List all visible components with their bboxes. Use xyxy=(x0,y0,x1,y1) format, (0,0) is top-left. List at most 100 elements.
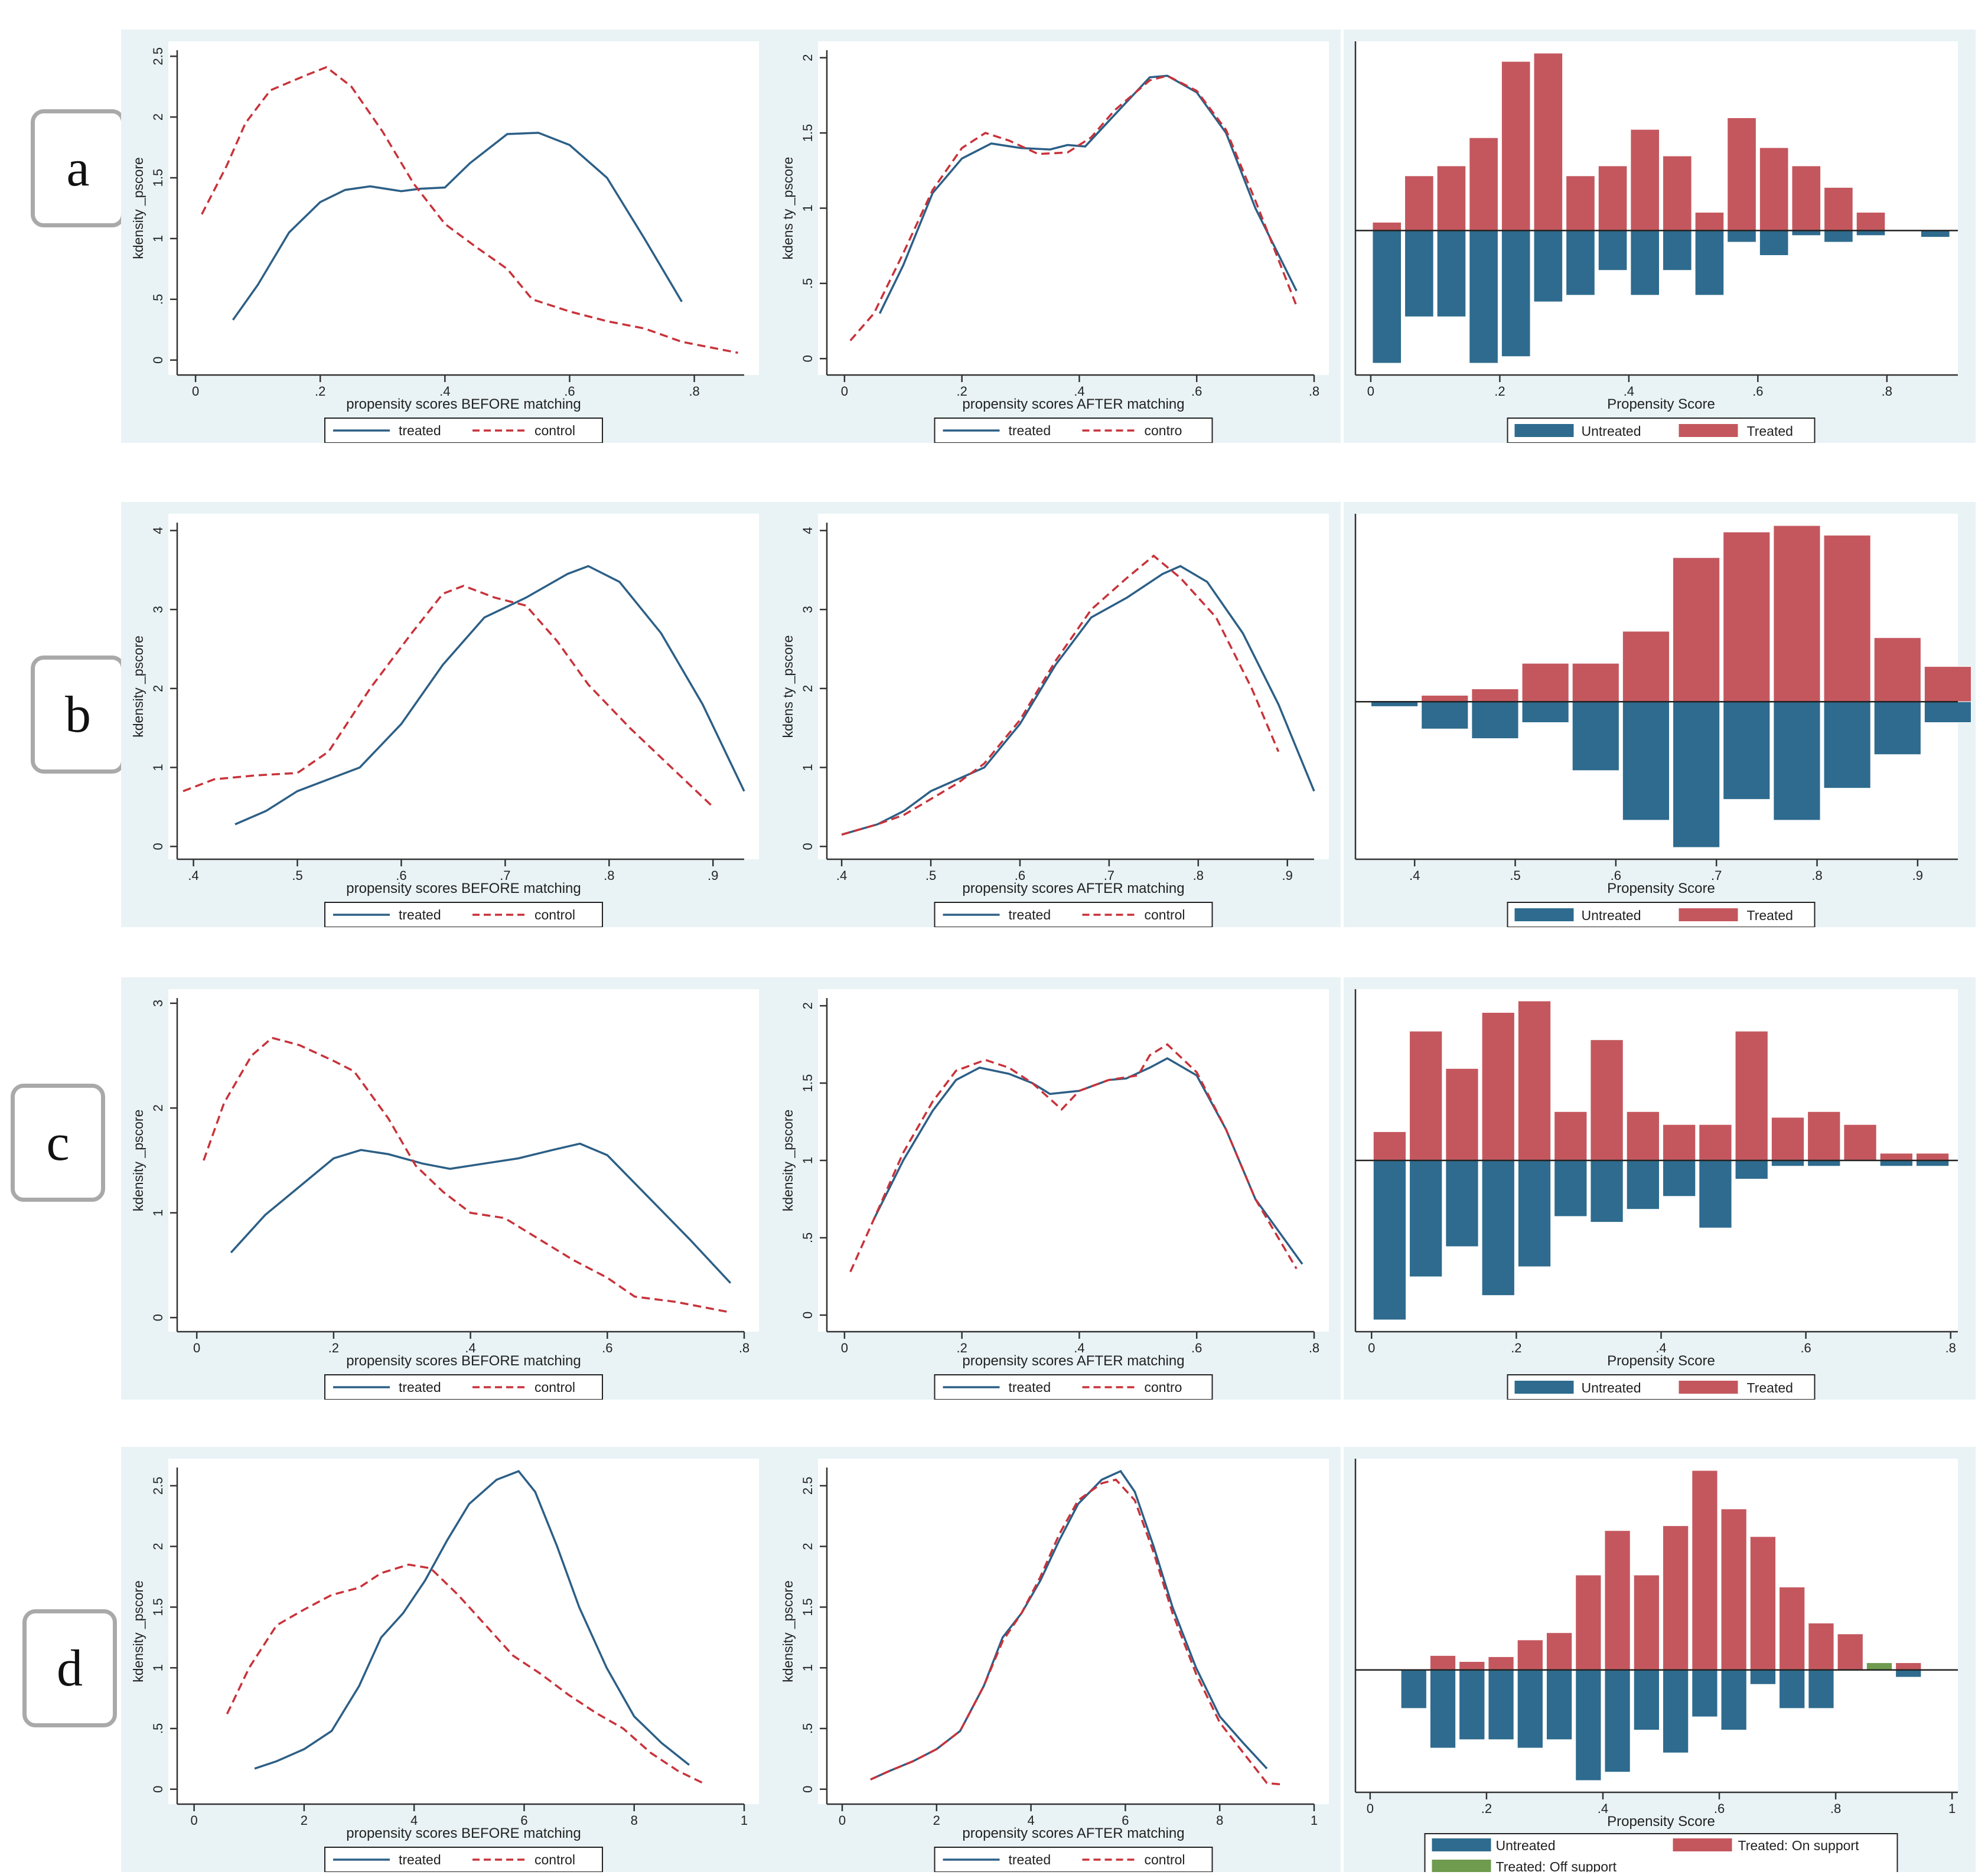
legend-treated-swatch xyxy=(1673,1838,1732,1851)
plot-area xyxy=(168,514,759,859)
x-tick-label: .8 xyxy=(1830,1801,1841,1816)
plot-area xyxy=(818,41,1329,375)
bar-treated xyxy=(1517,1639,1543,1671)
bar-untreated xyxy=(1808,1669,1834,1709)
bar-treated xyxy=(1791,165,1821,231)
legend-off-support-label: Treated: Off support xyxy=(1496,1859,1617,1872)
bar-treated xyxy=(1873,637,1921,702)
plot-area xyxy=(168,1459,759,1804)
bar-untreated xyxy=(1400,1669,1427,1709)
bar-treated xyxy=(1429,1655,1456,1671)
bar-untreated xyxy=(1404,230,1434,317)
bar-untreated xyxy=(1481,1160,1515,1296)
x-tick-label: .2 xyxy=(1511,1341,1521,1355)
panel-c-after: 0 .5 1 1.5 2 0 .2 .4 .6 .8 kdensity _pscore propens… xyxy=(771,977,1341,1400)
x-tick-label: .7 xyxy=(1711,868,1722,883)
x-tick-label: .6 xyxy=(564,384,575,399)
bar-treated xyxy=(1575,1574,1602,1671)
x-tick-label: 2 xyxy=(933,1813,940,1828)
y-tick-label: 2.5 xyxy=(800,1477,815,1495)
x-tick-label: .4 xyxy=(1409,868,1420,883)
series-control-line xyxy=(870,1478,1282,1786)
bar-untreated xyxy=(1924,701,1972,723)
x-tick-label: .4 xyxy=(1074,1341,1084,1355)
bar-treated xyxy=(1824,187,1853,231)
bar-untreated xyxy=(1791,230,1821,236)
bar-untreated xyxy=(1807,1160,1841,1167)
bar-treated xyxy=(1622,631,1670,702)
row-label-c: c xyxy=(11,1084,105,1202)
x-tick-label: 0 xyxy=(1367,384,1374,399)
bar-untreated xyxy=(1409,1160,1443,1277)
chart-a-hist: 0 .2 .4 .6 .8 Propensity Score Untreated Treate… xyxy=(1354,41,1958,444)
legend-untreated-label: Untreated xyxy=(1582,423,1641,439)
legend-box xyxy=(1424,1833,1898,1875)
y-tick-label: .5 xyxy=(151,1723,165,1734)
legend-control-label: control xyxy=(535,907,575,922)
legend-control-label: control xyxy=(535,1380,575,1395)
y-tick-label: 1.5 xyxy=(800,124,815,142)
panel-a-hist: 0 .2 .4 .6 .8 Propensity Score Untreated Treate… xyxy=(1344,30,1976,444)
bar-treated xyxy=(1501,61,1531,231)
x-tick-label: .7 xyxy=(500,868,510,883)
bar-untreated xyxy=(1604,1669,1631,1773)
bar-untreated xyxy=(1517,1669,1543,1749)
panel-a-before: 0 .5 1 1.5 2 2.5 0 .2 .4 .6 .8 kdensity _pscore prop… xyxy=(121,30,771,444)
x-tick-label: .6 xyxy=(1611,868,1621,883)
bar-untreated xyxy=(1915,1160,1950,1167)
x-tick-label: 0 xyxy=(1368,1341,1375,1355)
chart-d-after: 0 .5 1 1.5 2 2.5 0 2 4 6 8 1 kdensity _pscorepropens… xyxy=(780,1459,1329,1873)
bar-untreated xyxy=(1735,1160,1768,1180)
panel-b-after: 0 1 2 3 4 .4 .5 .6 .7 .8 .9 kdens ty _pscore propens… xyxy=(771,502,1341,928)
y-tick-label: 1 xyxy=(151,235,165,242)
bar-untreated xyxy=(1771,1160,1805,1167)
panel-d-hist: 0 .2 .4 .6 .8 1 Propensity Score Untreated Treat… xyxy=(1344,1447,1976,1875)
x-axis-label: propensity scores AFTER matching xyxy=(962,396,1184,412)
bar-untreated xyxy=(1879,1160,1913,1167)
y-tick-label: 1 xyxy=(151,764,165,771)
legend-control-label: contro xyxy=(1145,423,1182,438)
bar-untreated xyxy=(1501,230,1531,357)
x-axis-label: propensity scores AFTER matching xyxy=(962,881,1184,896)
bar-treated xyxy=(1598,165,1628,231)
x-tick-label: 0 xyxy=(839,1813,846,1828)
bar-untreated xyxy=(1630,230,1660,296)
plot-area xyxy=(818,989,1329,1332)
y-tick-label: 1 xyxy=(151,1209,165,1217)
x-tick-label: .2 xyxy=(1481,1801,1492,1816)
x-tick-label: 4 xyxy=(410,1813,418,1828)
x-tick-label: 6 xyxy=(1122,1813,1129,1828)
bar-untreated xyxy=(1920,230,1950,238)
x-axis-label: propensity scores AFTER matching xyxy=(962,1353,1184,1369)
bar-treated xyxy=(1436,165,1466,231)
x-axis-label: Propensity Score xyxy=(1607,396,1715,412)
y-tick-label: 4 xyxy=(151,527,165,534)
bar-untreated xyxy=(1546,1669,1573,1740)
x-tick-label: .6 xyxy=(1015,868,1025,883)
legend-treated-swatch xyxy=(1679,424,1738,437)
bar-treated-off-support xyxy=(1866,1662,1893,1671)
series-treated-line xyxy=(254,1470,690,1770)
x-tick-label: 0 xyxy=(841,384,848,399)
y-tick-label: 1 xyxy=(800,204,815,211)
y-tick-label: 2 xyxy=(800,1002,815,1009)
bar-untreated xyxy=(1373,1160,1407,1320)
bar-untreated xyxy=(1533,230,1563,302)
x-tick-label: .5 xyxy=(925,868,936,883)
x-tick-label: .2 xyxy=(956,384,967,399)
bar-treated xyxy=(1604,1530,1631,1671)
chart-b-hist: .4 .5 .6 .7 .8 .9 Propensity Score Untreated Tre… xyxy=(1354,514,1972,928)
bar-treated xyxy=(1471,689,1519,702)
bar-treated xyxy=(1808,1622,1834,1671)
x-axis-label: Propensity Score xyxy=(1607,881,1715,896)
x-tick-label: 0 xyxy=(191,1813,198,1828)
legend-treated-label: treated xyxy=(399,423,441,438)
x-tick-label: .4 xyxy=(1624,384,1634,399)
bar-treated xyxy=(1409,1031,1443,1161)
y-axis-label: kdensity _pscore xyxy=(131,1110,146,1212)
y-tick-label: .5 xyxy=(800,1723,815,1734)
bar-untreated xyxy=(1459,1669,1485,1740)
y-tick-label: 1 xyxy=(800,764,815,771)
bar-untreated xyxy=(1436,230,1466,317)
bar-treated xyxy=(1533,53,1563,231)
